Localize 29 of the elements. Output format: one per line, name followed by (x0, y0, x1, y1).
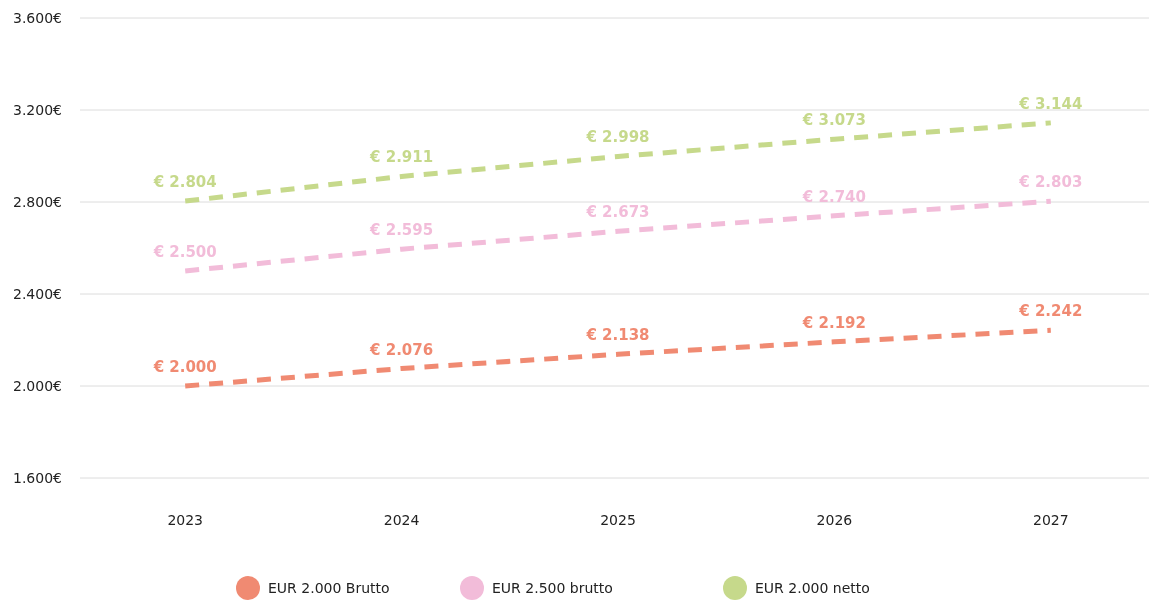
data-label: € 2.804 (152, 173, 217, 192)
y-tick-label: 3.600€ (13, 9, 62, 26)
data-label: € 2.076 (369, 340, 434, 359)
data-label: € 2.911 (369, 148, 434, 167)
data-label: € 2.595 (369, 221, 434, 240)
y-tick-label: 2.400€ (13, 285, 62, 302)
data-label: € 2.500 (152, 243, 217, 261)
y-tick-label: 2.800€ (13, 193, 62, 210)
legend-label: EUR 2.000 netto (755, 579, 870, 596)
data-label: € 2.000 (152, 358, 217, 376)
data-label: € 2.242 (1018, 302, 1083, 321)
legend-label: EUR 2.000 Brutto (268, 579, 390, 596)
x-tick-label: 2026 (816, 511, 853, 528)
y-tick-label: 3.200€ (13, 101, 62, 118)
y-tick-label: 2.000€ (13, 377, 62, 394)
x-tick-label: 2023 (167, 511, 204, 528)
data-label: € 2.138 (585, 326, 650, 345)
y-tick-label: 1.600€ (13, 469, 62, 486)
data-label: € 2.803 (1018, 173, 1083, 192)
data-label: € 3.144 (1018, 94, 1083, 113)
data-label: € 3.073 (801, 111, 866, 130)
x-tick-label: 2027 (1032, 511, 1069, 528)
x-tick-label: 2025 (600, 511, 636, 528)
x-tick-label: 2024 (383, 511, 420, 528)
legend-label: EUR 2.500 brutto (492, 579, 613, 596)
data-label: € 2.998 (585, 128, 650, 147)
data-label: € 2.740 (801, 187, 866, 206)
data-label: € 2.673 (585, 203, 650, 222)
data-label: € 2.192 (801, 313, 866, 332)
